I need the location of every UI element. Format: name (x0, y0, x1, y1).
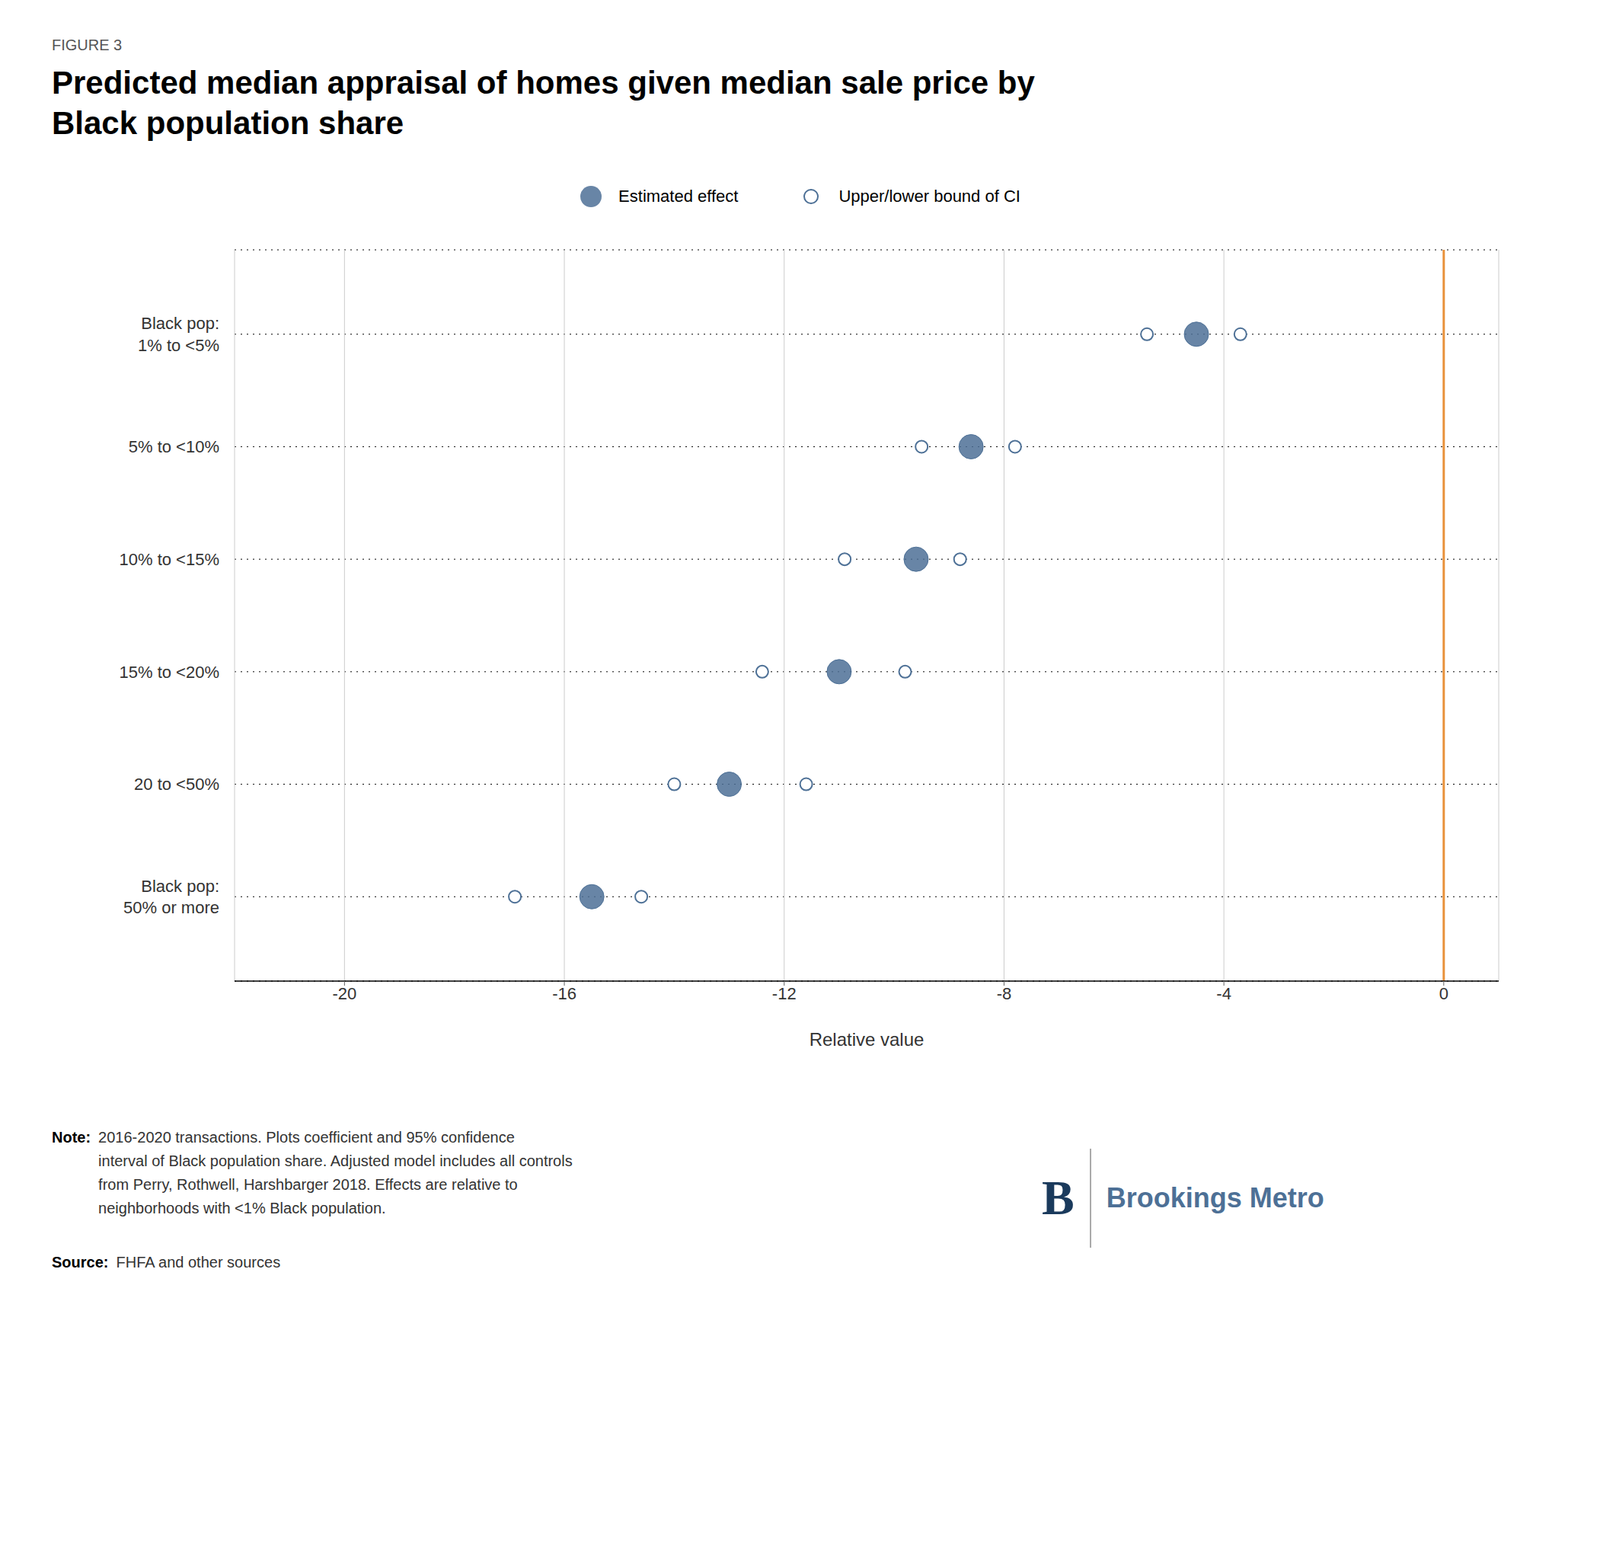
svg-text:0: 0 (1439, 983, 1449, 1003)
svg-text:-20: -20 (332, 983, 357, 1003)
html-text:Predicted median appraisal of: Predicted median appraisal of homes give… (51, 64, 1035, 141)
html-text:FIGURE 3: FIGURE 3 (51, 36, 123, 54)
svg-text:15% to <20%: 15% to <20% (119, 662, 220, 682)
html-text:Brookings Metro: Brookings Metro (1106, 1181, 1325, 1214)
svg-text:5% to <10%: 5% to <10% (128, 437, 220, 457)
html-text:B: B (1041, 1170, 1075, 1225)
svg-text:Black pop:50% or more: Black pop:50% or more (123, 876, 220, 918)
html-text:Estimated effect: Estimated effect (618, 186, 739, 206)
svg-text:20 to <50%: 20 to <50% (134, 774, 220, 794)
svg-text:Relative value: Relative value (809, 1028, 925, 1050)
html-text:Upper/lower bound of CI: Upper/lower bound of CI (838, 186, 1021, 206)
html-text:FHFA and other sources: FHFA and other sources (116, 1253, 281, 1271)
html-text:Source:: Source: (51, 1253, 109, 1271)
svg-text:-16: -16 (552, 983, 577, 1003)
html-text:Note:: Note: (51, 1128, 91, 1146)
svg-text:-4: -4 (1216, 983, 1232, 1003)
svg-text:-8: -8 (996, 983, 1013, 1003)
svg-text:10% to <15%: 10% to <15% (119, 549, 220, 569)
html-text:2016-2020 transactions. Plots: 2016-2020 transactions. Plots coefficien… (98, 1128, 573, 1217)
svg-text:-12: -12 (772, 983, 797, 1003)
svg-text:Black pop:1% to <5%: Black pop:1% to <5% (137, 313, 220, 355)
